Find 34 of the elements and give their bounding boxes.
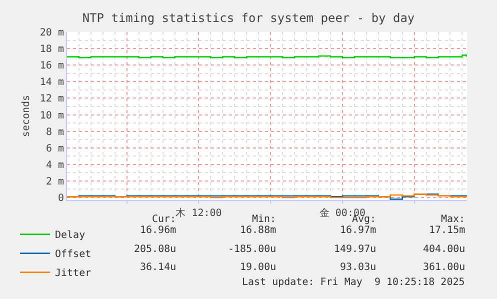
y-tick-label: 14 m	[40, 77, 64, 88]
y-tick-label: 16 m	[40, 60, 64, 72]
y-tick-label: 8 m	[46, 126, 64, 138]
text: 361.00u	[423, 262, 466, 273]
y-tick-label: 10 m	[40, 110, 64, 122]
text: 17.15m	[429, 225, 466, 236]
text: Cur:	[152, 214, 176, 225]
y-tick-label: 12 m	[40, 94, 64, 105]
legend-label: Jitter	[55, 268, 92, 280]
text: 16.88m	[240, 225, 276, 236]
text: 19.00u	[240, 262, 276, 273]
text: Max:	[441, 214, 466, 225]
text: Last update: Fri May 9 10:25:18 2025	[242, 277, 465, 288]
text: 36.14u	[140, 262, 176, 273]
text: 404.00u	[423, 244, 466, 255]
text: 205.08u	[134, 244, 176, 255]
text: -185.00u	[228, 244, 276, 255]
chart-title: NTP timing statistics for system peer - by day	[82, 10, 415, 25]
text: Min:	[252, 214, 276, 225]
y-axis-title: seconds	[20, 94, 32, 138]
text: 16.97m	[340, 225, 376, 236]
legend-label: Offset	[55, 249, 92, 260]
y-tick-label: 2 m	[46, 176, 64, 188]
text: 93.03u	[340, 262, 376, 273]
x-tick-label: 木 12:00	[176, 207, 222, 219]
y-tick-label: 20 m	[40, 28, 64, 38]
legend-label: Delay	[55, 230, 86, 242]
y-tick-label: 6 m	[46, 143, 64, 154]
text: Avg:	[352, 214, 376, 225]
y-tick-label: 0	[58, 193, 64, 204]
y-tick-label: 4 m	[46, 160, 64, 171]
y-tick-label: 18 m	[40, 44, 64, 56]
text: 16.96m	[140, 225, 176, 236]
text: 149.97u	[334, 244, 376, 255]
